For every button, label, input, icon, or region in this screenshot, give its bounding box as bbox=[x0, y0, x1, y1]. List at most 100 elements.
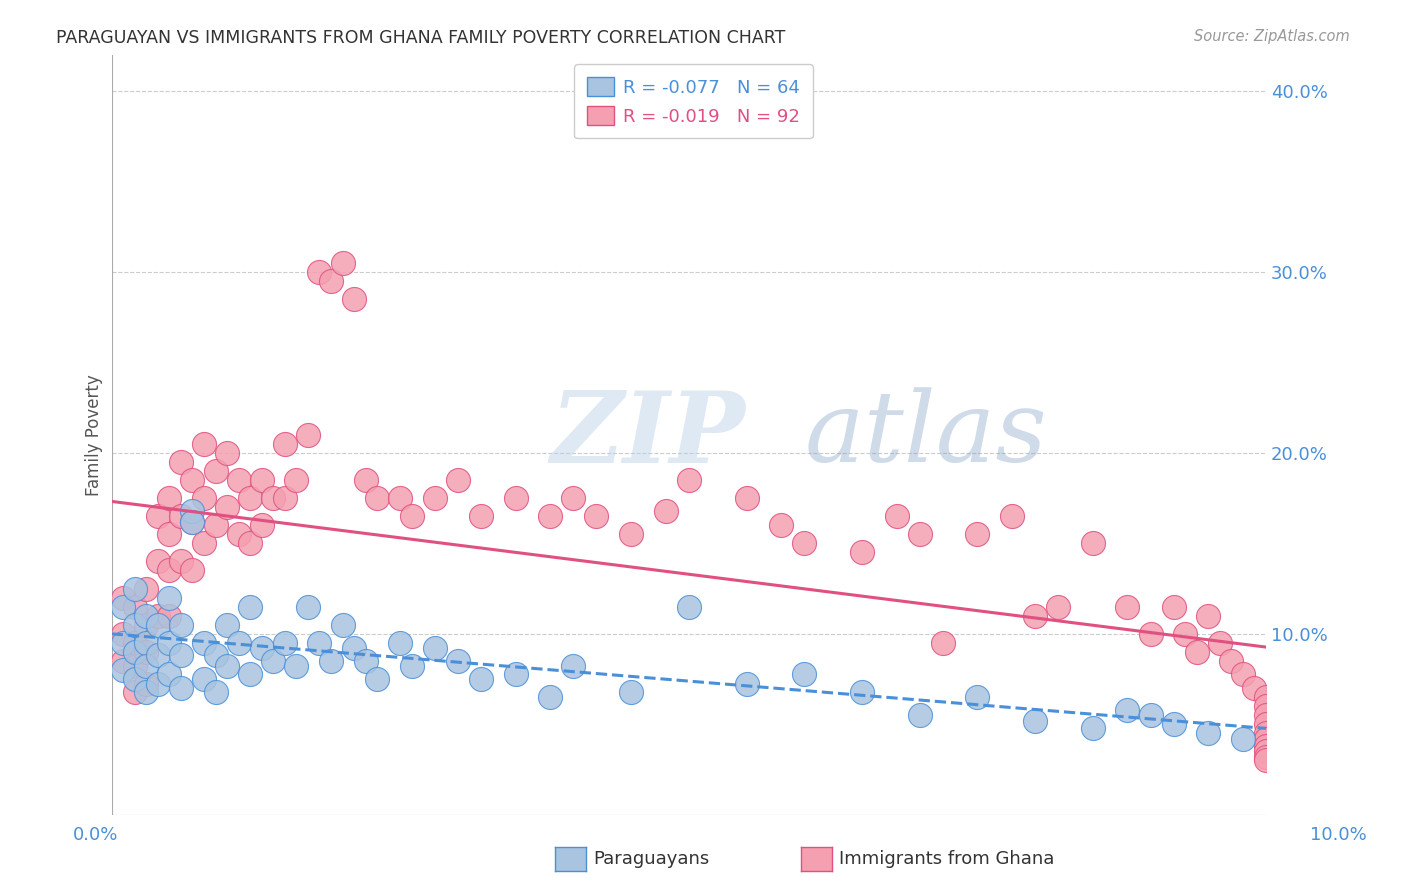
Point bbox=[1197, 608, 1219, 623]
Point bbox=[112, 626, 135, 640]
Point bbox=[470, 672, 492, 686]
Point bbox=[274, 491, 297, 505]
Point bbox=[1254, 753, 1277, 767]
Point bbox=[1139, 708, 1161, 723]
Point bbox=[1139, 626, 1161, 640]
Point bbox=[112, 654, 135, 668]
Text: Paraguayans: Paraguayans bbox=[593, 850, 710, 868]
Point bbox=[389, 491, 412, 505]
Point bbox=[250, 641, 273, 656]
Point bbox=[239, 491, 262, 505]
Point bbox=[135, 684, 157, 698]
Point bbox=[181, 564, 204, 578]
Point bbox=[447, 654, 470, 668]
Point bbox=[204, 684, 226, 698]
Point bbox=[538, 509, 561, 524]
Point bbox=[1185, 645, 1208, 659]
Point bbox=[135, 617, 157, 632]
Point bbox=[146, 554, 169, 568]
Point bbox=[112, 599, 135, 614]
Point bbox=[135, 659, 157, 673]
Point bbox=[170, 509, 193, 524]
Point bbox=[770, 518, 793, 533]
Point bbox=[204, 648, 226, 663]
Point bbox=[217, 659, 239, 673]
Point bbox=[1116, 703, 1139, 717]
Point bbox=[735, 491, 758, 505]
Point bbox=[505, 666, 527, 681]
Point bbox=[1254, 708, 1277, 723]
Point bbox=[297, 599, 319, 614]
Text: 10.0%: 10.0% bbox=[1310, 826, 1367, 844]
Point bbox=[1024, 714, 1046, 728]
Point bbox=[620, 684, 643, 698]
Point bbox=[366, 672, 388, 686]
Point bbox=[1163, 599, 1185, 614]
Point bbox=[308, 265, 330, 279]
Point bbox=[1047, 599, 1070, 614]
Point bbox=[851, 545, 873, 559]
Point bbox=[1254, 699, 1277, 714]
Point bbox=[146, 648, 169, 663]
Point bbox=[157, 591, 180, 605]
Point bbox=[228, 527, 250, 541]
Point bbox=[366, 491, 388, 505]
Point bbox=[124, 636, 146, 650]
Point bbox=[966, 690, 988, 704]
Point bbox=[146, 608, 169, 623]
Point bbox=[228, 636, 250, 650]
Point bbox=[1081, 536, 1104, 550]
Point bbox=[1254, 731, 1277, 746]
Point bbox=[157, 666, 180, 681]
Point bbox=[401, 659, 423, 673]
Point bbox=[505, 491, 527, 505]
Point bbox=[319, 274, 342, 288]
Point bbox=[157, 491, 180, 505]
Point bbox=[124, 582, 146, 596]
Point bbox=[332, 617, 354, 632]
Point bbox=[423, 641, 446, 656]
Point bbox=[181, 504, 204, 518]
Point bbox=[308, 636, 330, 650]
Legend: R = -0.077   N = 64, R = -0.019   N = 92: R = -0.077 N = 64, R = -0.019 N = 92 bbox=[574, 64, 813, 138]
Point bbox=[285, 473, 308, 487]
Point bbox=[124, 645, 146, 659]
Point bbox=[112, 591, 135, 605]
Point bbox=[217, 500, 239, 515]
Point bbox=[932, 636, 955, 650]
Point bbox=[124, 672, 146, 686]
Point bbox=[470, 509, 492, 524]
Point bbox=[146, 677, 169, 691]
Text: PARAGUAYAN VS IMMIGRANTS FROM GHANA FAMILY POVERTY CORRELATION CHART: PARAGUAYAN VS IMMIGRANTS FROM GHANA FAMI… bbox=[56, 29, 786, 46]
Point bbox=[538, 690, 561, 704]
Point bbox=[170, 648, 193, 663]
Point bbox=[157, 636, 180, 650]
Point bbox=[181, 515, 204, 529]
Point bbox=[851, 684, 873, 698]
Point bbox=[135, 677, 157, 691]
Text: Source: ZipAtlas.com: Source: ZipAtlas.com bbox=[1194, 29, 1350, 44]
Point bbox=[1243, 681, 1265, 695]
Point bbox=[217, 617, 239, 632]
Point bbox=[274, 437, 297, 451]
Point bbox=[793, 536, 815, 550]
Point bbox=[1163, 717, 1185, 731]
Point bbox=[562, 491, 585, 505]
Point bbox=[204, 464, 226, 478]
Point bbox=[239, 666, 262, 681]
Point bbox=[678, 473, 700, 487]
Point bbox=[193, 491, 215, 505]
Point bbox=[124, 659, 146, 673]
Point bbox=[112, 663, 135, 677]
Point bbox=[1197, 726, 1219, 740]
Point bbox=[124, 684, 146, 698]
Point bbox=[262, 491, 284, 505]
Point bbox=[585, 509, 607, 524]
Point bbox=[1254, 690, 1277, 704]
Point bbox=[1081, 721, 1104, 735]
Point bbox=[1220, 654, 1243, 668]
Point bbox=[1254, 744, 1277, 758]
Point bbox=[193, 437, 215, 451]
Point bbox=[354, 473, 377, 487]
Point bbox=[181, 515, 204, 529]
